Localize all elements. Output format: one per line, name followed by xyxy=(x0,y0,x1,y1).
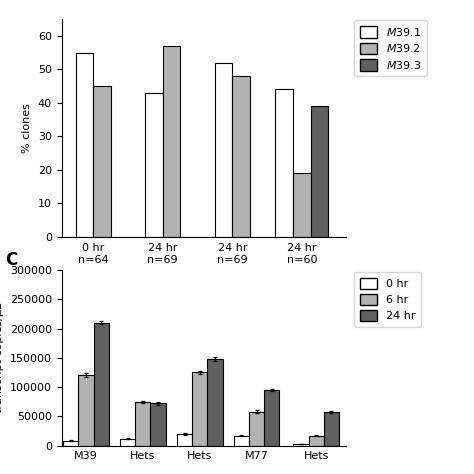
Text: C: C xyxy=(5,251,17,269)
Bar xyxy=(150,403,165,446)
Bar xyxy=(78,375,93,446)
Bar xyxy=(215,63,232,237)
Bar xyxy=(145,93,163,237)
Bar xyxy=(275,90,293,237)
Bar xyxy=(293,173,310,237)
Bar xyxy=(75,53,93,237)
Bar xyxy=(324,412,339,446)
Bar xyxy=(63,441,78,446)
Legend: $M39.1$, $M39.2$, $M39.3$: $M39.1$, $M39.2$, $M39.3$ xyxy=(355,20,427,76)
Bar xyxy=(310,106,328,237)
Bar xyxy=(293,444,309,446)
Text: root
sections: root sections xyxy=(212,302,258,324)
Y-axis label: normalized
transcript copies/μL: normalized transcript copies/μL xyxy=(0,303,4,413)
Bar xyxy=(120,438,135,446)
Bar xyxy=(207,359,222,446)
Text: leaves: leaves xyxy=(284,302,320,312)
Bar xyxy=(135,402,150,446)
Bar xyxy=(192,373,207,446)
Y-axis label: % clones: % clones xyxy=(22,103,32,153)
Bar xyxy=(249,411,264,446)
Bar xyxy=(93,86,111,237)
Bar xyxy=(93,323,109,446)
Bar xyxy=(163,46,181,237)
Bar xyxy=(177,434,192,446)
Text: root
tips: root tips xyxy=(122,302,144,324)
Legend: 0 hr, 6 hr, 24 hr: 0 hr, 6 hr, 24 hr xyxy=(355,272,420,327)
Bar xyxy=(234,436,249,446)
Bar xyxy=(232,76,250,237)
Bar xyxy=(309,436,324,446)
Bar xyxy=(264,390,279,446)
